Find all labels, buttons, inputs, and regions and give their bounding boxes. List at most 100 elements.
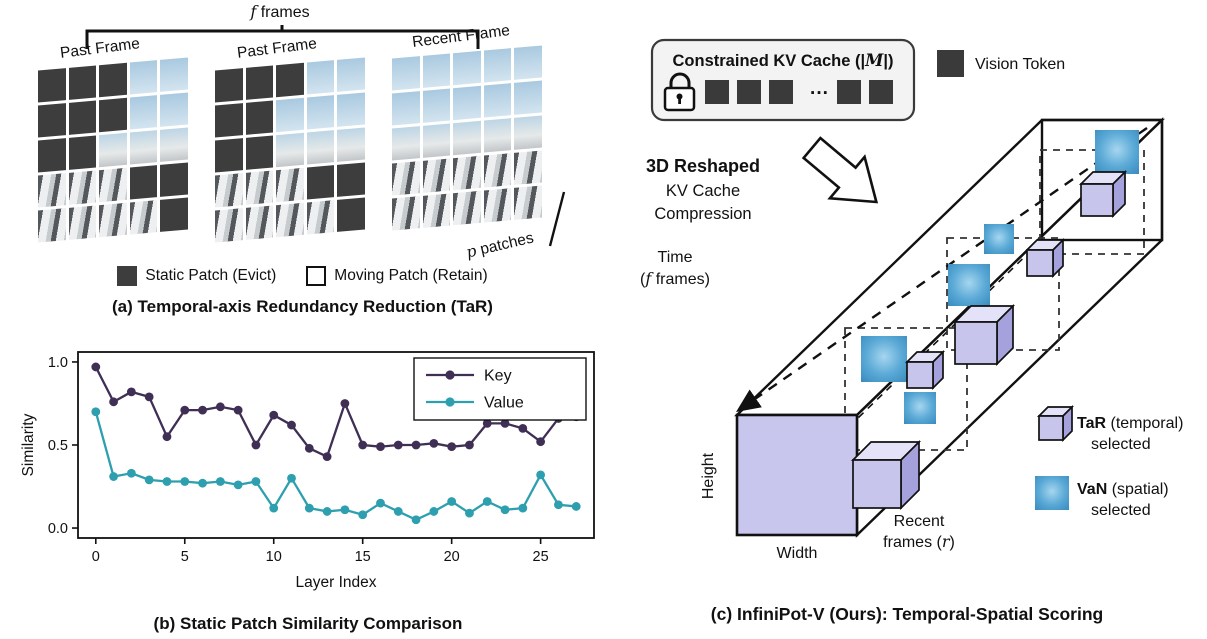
- static-patch: [99, 62, 127, 98]
- static-patch-legend-label: Static Patch (Evict): [145, 267, 277, 284]
- tar-temporal-cubes: [850, 169, 1128, 511]
- front-face: [735, 413, 859, 537]
- moving-patch: [276, 97, 304, 133]
- static-patch: [306, 165, 335, 200]
- moving-patch: [276, 167, 304, 203]
- panel-b-caption: (b) Static Patch Similarity Comparison: [153, 614, 463, 633]
- svg-text:5: 5: [181, 549, 189, 565]
- svg-text:TaR (temporal): TaR (temporal): [1077, 415, 1183, 432]
- tar-legend-item: TaR (temporal) selected: [1036, 404, 1183, 453]
- static-patch: [38, 103, 66, 138]
- static-patch: [215, 103, 243, 138]
- p-patches-line: [548, 191, 566, 247]
- patch-legend: Static Patch (Evict) Moving Patch (Retai…: [10, 266, 595, 286]
- moving-patch: [306, 200, 335, 235]
- svg-text:0.5: 0.5: [48, 438, 68, 454]
- static-patch: [337, 197, 365, 232]
- panel-similarity-chart: 0 5 10 15 20 25 0.0 0.5 1.0 Key Value Layer Index Si…: [8, 336, 608, 639]
- moving-patch: [129, 95, 158, 130]
- moving-patch: [337, 127, 365, 162]
- moving-patch: [68, 205, 97, 240]
- svg-text:selected: selected: [1091, 502, 1151, 519]
- moving-patch: [392, 91, 420, 126]
- van-token: [861, 336, 907, 382]
- van-token: [904, 392, 936, 424]
- static-patch: [38, 68, 66, 103]
- panel-c-caption: (c) InfiniPot-V (Ours): Temporal-Spatial…: [710, 604, 1104, 624]
- moving-patch: [422, 53, 451, 88]
- static-patch: [215, 138, 243, 173]
- moving-patch: [453, 190, 481, 226]
- van-token: [948, 264, 990, 306]
- svg-text:Similarity: Similarity: [20, 413, 37, 476]
- moving-patch-legend-label: Moving Patch (Retain): [334, 267, 488, 284]
- moving-patch: [453, 120, 481, 156]
- van-token: [984, 224, 1014, 254]
- svg-text:1.0: 1.0: [48, 355, 68, 371]
- static-patch: [245, 135, 274, 170]
- svg-text:20: 20: [444, 549, 460, 565]
- moving-patch: [483, 48, 512, 83]
- moving-patch: [99, 167, 127, 203]
- kv-cache-title: Constrained KV Cache (|M|): [673, 51, 894, 70]
- moving-patch: [514, 80, 542, 115]
- moving-patch: [483, 188, 512, 223]
- svg-text:3D Reshaped: 3D Reshaped: [646, 156, 760, 176]
- moving-patch: [337, 92, 365, 127]
- panel-a-caption: (a) Temporal-axis Redundancy Reduction (…: [112, 297, 493, 316]
- svg-text:Compression: Compression: [654, 205, 751, 223]
- moving-patch: [129, 200, 158, 235]
- static-patch-swatch: [117, 266, 138, 286]
- moving-patch: [514, 115, 542, 150]
- moving-patch: [483, 153, 512, 188]
- svg-text:Key: Key: [484, 368, 512, 385]
- static-patch: [337, 162, 365, 197]
- moving-patch: [245, 205, 274, 240]
- static-patch: [68, 135, 97, 170]
- panel-temporal-redundancy: f frames Past Frame Past Frame Recent Fr…: [10, 2, 595, 336]
- kv-token-squares: ···: [705, 80, 893, 104]
- svg-text:0: 0: [92, 549, 100, 565]
- vision-token-swatch: [937, 50, 964, 77]
- static-patch: [129, 165, 158, 200]
- moving-patch-legend-item: Moving Patch (Retain): [306, 266, 488, 286]
- moving-patch: [453, 155, 481, 191]
- similarity-chart: 0 5 10 15 20 25 0.0 0.5 1.0 Key Value Layer Index Si…: [20, 351, 595, 591]
- static-patch: [160, 162, 188, 197]
- svg-text:KV Cache: KV Cache: [666, 182, 740, 200]
- compression-arrow-icon: [801, 136, 879, 204]
- video-frame-past-2: [215, 57, 365, 243]
- f-frames-bracket: [85, 25, 480, 49]
- video-frame-recent: [392, 45, 542, 231]
- moving-patch: [38, 173, 66, 208]
- van-token: [1095, 130, 1139, 174]
- moving-patch: [392, 161, 420, 196]
- moving-patch: [68, 170, 97, 205]
- moving-patch: [483, 118, 512, 153]
- frame-label: Past Frame: [59, 35, 141, 62]
- temporal-spatial-diagram: Constrained KV Cache (|M|) ···: [640, 38, 1183, 562]
- svg-text:15: 15: [355, 549, 371, 565]
- lock-icon: [663, 72, 696, 112]
- panel-infinipot-scoring: Constrained KV Cache (|M|) ···: [607, 0, 1207, 639]
- svg-text:VaN (spatial): VaN (spatial): [1077, 481, 1169, 498]
- moving-patch: [160, 127, 188, 162]
- video-frame-past-1: [38, 57, 188, 243]
- moving-patch: [422, 193, 451, 228]
- svg-text:0.0: 0.0: [48, 521, 68, 537]
- static-patch: [276, 62, 304, 98]
- moving-patch: [99, 202, 127, 238]
- svg-text:(f frames): (f frames): [640, 269, 710, 288]
- ellipsis: ···: [810, 83, 829, 104]
- moving-patch: [514, 185, 542, 220]
- static-patch-legend-item: Static Patch (Evict): [117, 266, 276, 286]
- moving-patch: [245, 170, 274, 205]
- static-patch: [99, 97, 127, 133]
- van-legend-item: VaN (spatial) selected: [1035, 476, 1169, 519]
- time-axis-label: Time (f frames): [640, 249, 710, 288]
- moving-patch: [129, 130, 158, 165]
- svg-text:10: 10: [266, 549, 282, 565]
- svg-text:Value: Value: [484, 395, 524, 412]
- moving-patch: [422, 123, 451, 158]
